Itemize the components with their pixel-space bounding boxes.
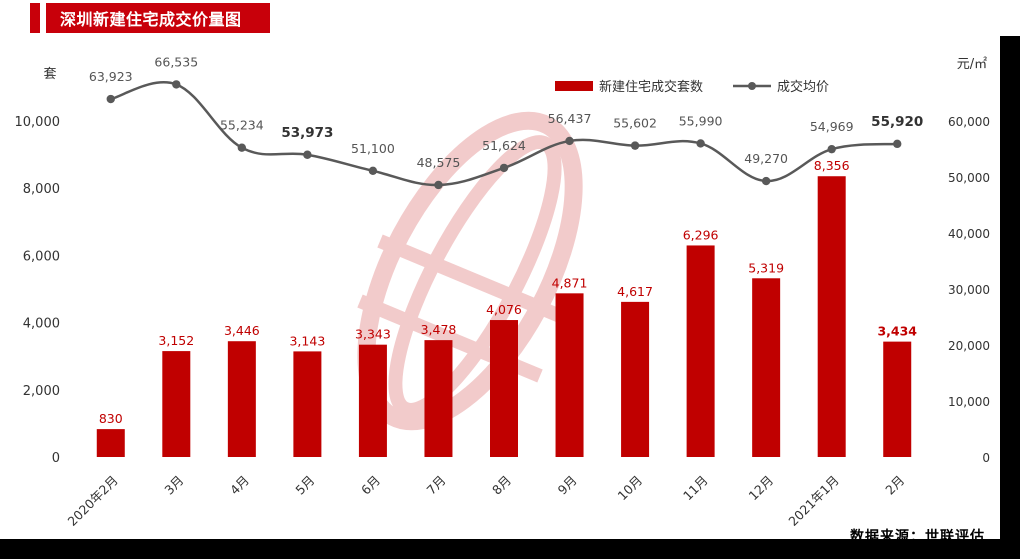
price-value-label: 66,535 <box>154 54 198 69</box>
bar-value-label: 8,356 <box>814 158 850 173</box>
right-axis-tick-label: 40,000 <box>948 227 990 241</box>
price-point <box>106 94 115 104</box>
x-axis-tick-label: 6月 <box>358 473 383 498</box>
bar-value-label: 3,434 <box>877 324 917 339</box>
bar-value-label: 4,076 <box>486 302 522 317</box>
price-point <box>499 163 509 173</box>
right-axis-tick-label: 50,000 <box>948 171 990 185</box>
left-axis-tick-label: 6,000 <box>23 249 60 264</box>
bar <box>227 341 256 457</box>
bar <box>752 278 781 457</box>
price-point <box>893 139 902 149</box>
legend-line-label: 成交均价 <box>777 79 829 95</box>
source-note: 数据来源：世联评估 <box>850 529 985 545</box>
price-value-label: 55,990 <box>679 113 723 128</box>
bar-value-label: 830 <box>99 411 123 426</box>
bar <box>490 320 518 457</box>
left-axis-tick-label: 0 <box>52 451 60 466</box>
price-point <box>696 139 705 148</box>
bar-value-label: 3,152 <box>158 333 194 348</box>
price-value-label: 55,234 <box>220 118 264 133</box>
x-axis-tick-label: 5月 <box>292 473 317 498</box>
plot-area: 套 0 2,000 4,000 6,000 8,000 10,000 元/㎡ 0 10,000 2… <box>0 36 1000 539</box>
price-value-label: 53,973 <box>281 125 333 141</box>
price-value-label: 49,270 <box>744 151 788 166</box>
price-value-label: 55,920 <box>871 114 923 130</box>
bar <box>424 340 453 457</box>
right-axis-tick-label: 60,000 <box>948 115 990 129</box>
right-axis-unit: 元/㎡ <box>957 57 987 72</box>
legend: 新建住宅成交套数 成交均价 <box>555 79 829 95</box>
bar <box>817 176 846 457</box>
x-axis-tick-label: 9月 <box>555 473 580 498</box>
price-point <box>761 176 771 186</box>
x-axis-tick-label: 2020年2月 <box>64 473 120 529</box>
price-value-label: 63,923 <box>89 69 133 84</box>
legend-line-marker <box>748 82 756 90</box>
bar <box>96 429 125 457</box>
bar <box>162 351 191 457</box>
x-axis-tick-label: 7月 <box>424 473 449 498</box>
price-value-label: 54,969 <box>810 119 854 134</box>
price-value-label: 56,437 <box>548 111 592 126</box>
x-axis-tick-label: 3月 <box>161 473 186 498</box>
price-point <box>368 166 378 176</box>
bar-value-label: 3,446 <box>224 323 260 338</box>
price-value-label: 51,100 <box>351 141 395 156</box>
x-axis-tick-label: 10月 <box>615 473 646 504</box>
price-point <box>237 143 247 152</box>
price-value-label: 55,602 <box>613 116 657 131</box>
bar-value-label: 3,143 <box>289 333 325 348</box>
bar-value-label: 3,478 <box>421 322 457 337</box>
bar <box>555 293 584 457</box>
x-axis-tick-label: 2月 <box>882 473 907 498</box>
combo-chart: 套 0 2,000 4,000 6,000 8,000 10,000 元/㎡ 0 10,000 2… <box>15 54 991 529</box>
bar <box>621 301 650 457</box>
price-point <box>434 180 443 190</box>
price-point <box>303 150 312 159</box>
title-banner: 深圳新建住宅成交价量图 <box>46 3 270 33</box>
bar-value-label: 4,871 <box>552 275 588 290</box>
bar <box>883 341 912 457</box>
title-accent-tab <box>30 3 40 33</box>
bar <box>686 245 715 457</box>
x-axis-tick-label: 2021年1月 <box>785 473 841 529</box>
right-axis-tick-label: 0 <box>982 451 990 465</box>
chart-title: 深圳新建住宅成交价量图 <box>60 10 242 29</box>
right-axis-tick-label: 20,000 <box>948 339 990 353</box>
price-value-label: 48,575 <box>417 155 461 170</box>
price-point <box>565 136 574 146</box>
left-axis-tick-label: 4,000 <box>23 317 60 332</box>
legend-bar-swatch <box>555 81 593 91</box>
bar-value-label: 6,296 <box>683 227 719 242</box>
bar <box>358 344 387 457</box>
bar <box>293 351 322 457</box>
bar-value-label: 3,343 <box>355 327 391 342</box>
x-axis-tick-label: 8月 <box>489 473 514 498</box>
x-axis-tick-label: 12月 <box>746 473 777 504</box>
bar-value-label: 4,617 <box>617 284 653 299</box>
x-axis-tick-label: 11月 <box>680 473 711 504</box>
right-axis-tick-label: 10,000 <box>948 395 990 409</box>
left-axis-unit: 套 <box>43 66 56 82</box>
price-point <box>827 144 836 154</box>
watermark-logo-icon <box>357 111 583 431</box>
left-axis-tick-label: 8,000 <box>23 182 60 197</box>
left-axis-tick-label: 2,000 <box>23 384 60 399</box>
right-axis-tick-label: 30,000 <box>948 283 990 297</box>
x-axis-tick-label: 4月 <box>227 473 252 498</box>
left-axis-tick-label: 10,000 <box>15 115 61 130</box>
legend-bar-label: 新建住宅成交套数 <box>599 79 703 95</box>
bar-value-label: 5,319 <box>748 260 784 275</box>
price-point <box>630 141 640 150</box>
price-value-label: 51,624 <box>482 138 526 153</box>
price-point <box>172 80 181 89</box>
